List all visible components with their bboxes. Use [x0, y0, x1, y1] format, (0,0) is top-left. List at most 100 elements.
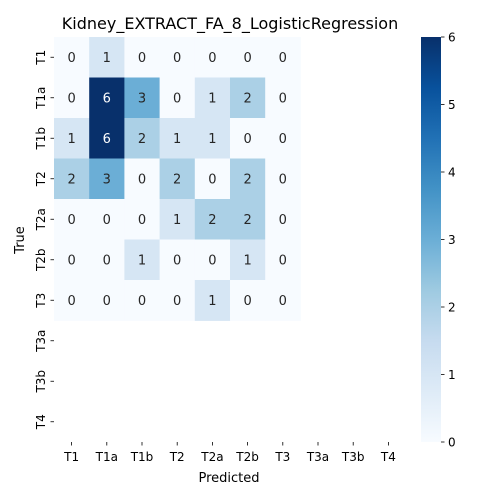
y-tick-label: T4	[34, 414, 48, 430]
heatmap-cell	[159, 239, 196, 281]
cell-value-label: 0	[67, 294, 75, 309]
cell-value-label: 2	[243, 213, 251, 228]
heatmap-cell	[194, 280, 231, 321]
heatmap-cell	[89, 37, 125, 78]
cell-value-label: 3	[138, 91, 146, 106]
heatmap-cell	[159, 118, 196, 159]
heatmap-cell	[230, 37, 266, 78]
heatmap-cell	[124, 199, 160, 240]
y-tick-label: T3b	[34, 370, 48, 394]
cell-value-label: 0	[279, 213, 287, 228]
cell-value-label: 0	[138, 172, 146, 187]
cell-value-label: 0	[208, 253, 216, 268]
cell-value-label: 0	[243, 294, 251, 309]
colorbar-tick-label: 5	[448, 98, 456, 112]
colorbar-tick-label: 1	[448, 368, 456, 382]
x-tick-label: T3b	[341, 450, 365, 464]
y-tick-label: T2	[34, 171, 48, 187]
cell-value-label: 2	[243, 91, 251, 106]
cell-value-label: 1	[208, 132, 216, 147]
cell-value-label: 1	[138, 253, 146, 268]
x-tick-label: T1a	[95, 450, 118, 464]
heatmap-cell	[54, 199, 90, 240]
heatmap-cell	[124, 118, 160, 159]
heatmap-cell	[265, 239, 301, 281]
heatmap-cell	[124, 158, 160, 200]
y-axis: T1 T1a T1b T2 T2a T2b T3 T3a T3b T4	[34, 50, 54, 430]
x-tick-label: T2	[169, 450, 185, 464]
y-tick-label: T1a	[34, 87, 48, 110]
cell-value-label: 1	[173, 213, 181, 228]
cell-value-label: 0	[279, 91, 287, 106]
cell-value-label: 0	[173, 51, 181, 66]
cell-value-label: 0	[173, 253, 181, 268]
cell-value-label: 1	[103, 51, 111, 66]
cell-value-label: 0	[103, 253, 111, 268]
heatmap-cell	[265, 77, 301, 119]
cell-value-label: 0	[138, 294, 146, 309]
cell-value-label: 0	[103, 213, 111, 228]
heatmap-cell	[54, 280, 90, 321]
x-tick-label: T2b	[235, 450, 259, 464]
heatmap-cell	[230, 239, 266, 281]
cell-value-label: 0	[67, 253, 75, 268]
heatmap-cell	[230, 199, 266, 240]
cell-value-label: 2	[243, 172, 251, 187]
heatmap-cell	[89, 199, 125, 240]
cell-value-label: 0	[67, 91, 75, 106]
heatmap-cell	[89, 118, 125, 159]
heatmap-cell	[54, 37, 90, 78]
colorbar-tick-label: 0	[448, 436, 456, 450]
heatmap-cell	[159, 199, 196, 240]
cell-value-label: 2	[67, 172, 75, 187]
heatmap-cell	[230, 118, 266, 159]
heatmap-cell	[265, 118, 301, 159]
heatmap-cells	[54, 37, 301, 321]
heatmap-cell	[54, 158, 90, 200]
cell-value-label: 0	[243, 51, 251, 66]
x-tick-label: T2a	[200, 450, 223, 464]
cell-value-label: 0	[279, 253, 287, 268]
colorbar-tick-label: 2	[448, 301, 456, 315]
heatmap-cell	[230, 77, 266, 119]
colorbar-tick-label: 6	[448, 31, 456, 45]
heatmap-cell	[89, 280, 125, 321]
x-tick-label: T3a	[306, 450, 329, 464]
y-tick-label: T3	[34, 293, 48, 309]
cell-value-label: 1	[173, 132, 181, 147]
heatmap-cell	[159, 37, 196, 78]
cell-value-label: 0	[173, 294, 181, 309]
heatmap-cell	[230, 158, 266, 200]
heatmap-cell	[194, 158, 231, 200]
cell-value-label: 2	[208, 213, 216, 228]
heatmap-cell	[159, 158, 196, 200]
heatmap-cell	[230, 280, 266, 321]
x-tick-label: T1	[63, 450, 79, 464]
cell-value-label: 0	[138, 51, 146, 66]
heatmap-cell	[124, 37, 160, 78]
cell-value-label: 0	[67, 51, 75, 66]
colorbar-tick-label: 4	[448, 166, 456, 180]
y-tick-label: T2b	[34, 248, 48, 272]
cell-value-label: 0	[208, 51, 216, 66]
y-tick-label: T1	[34, 50, 48, 66]
heatmap-cell	[54, 239, 90, 281]
colorbar: 0 1 2 3 4 5 6	[421, 31, 456, 450]
cell-value-label: 0	[138, 213, 146, 228]
cell-value-label: 1	[208, 294, 216, 309]
cell-value-label: 0	[173, 91, 181, 106]
cell-value-label: 2	[138, 132, 146, 147]
heatmap-cell	[265, 280, 301, 321]
y-axis-label: True	[13, 226, 28, 255]
cell-value-label: 0	[279, 172, 287, 187]
heatmap-cell	[124, 239, 160, 281]
heatmap-cell	[124, 77, 160, 119]
colorbar-tick-label: 3	[448, 233, 456, 247]
heatmap-cell	[265, 158, 301, 200]
x-tick-label: T1b	[130, 450, 154, 464]
chart-title: Kidney_EXTRACT_FA_8_LogisticRegression	[62, 14, 398, 34]
heatmap-cell	[159, 280, 196, 321]
heatmap-cell	[194, 118, 231, 159]
cell-value-label: 1	[243, 253, 251, 268]
cell-value-label: 0	[208, 172, 216, 187]
